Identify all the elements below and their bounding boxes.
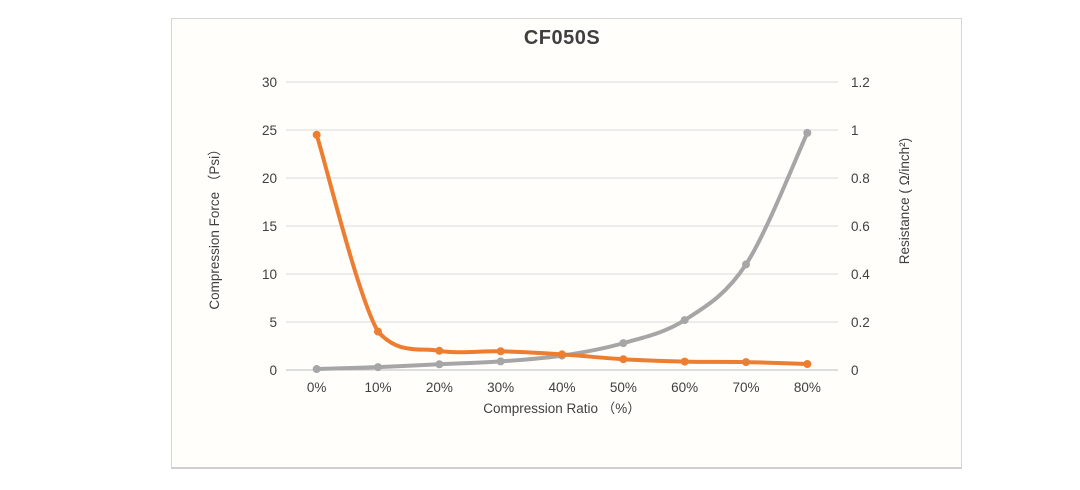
y-tick-label-right: 0.8 <box>851 171 870 186</box>
y-tick-label-right: 0.2 <box>851 315 870 330</box>
data-point-resistance <box>312 130 321 139</box>
y-axis-title-right: Resistance ( Ω/inch²) <box>897 137 912 265</box>
x-tick-label: 0% <box>307 380 327 395</box>
data-point-resistance <box>558 350 566 359</box>
x-tick-label: 40% <box>548 380 575 395</box>
y-tick-label-left: 10 <box>262 267 277 282</box>
x-tick-label: 10% <box>364 380 391 395</box>
y-tick-label-left: 15 <box>262 219 277 234</box>
y-tick-label-right: 1.2 <box>851 75 870 90</box>
data-point-resistance <box>496 347 505 356</box>
data-point-compression-force <box>374 363 382 372</box>
data-point-resistance <box>803 360 812 368</box>
y-tick-label-left: 0 <box>269 363 277 378</box>
y-tick-label-left: 30 <box>262 75 277 90</box>
x-tick-label: 70% <box>732 380 759 395</box>
data-point-resistance <box>435 346 444 355</box>
data-point-resistance <box>742 358 750 367</box>
x-axis-title: Compression Ratio （%） <box>483 401 641 416</box>
chart-canvas: 0 0 5 0.2 10 0.4 15 0.6 20 0.8 25 1 30 1.2 0% 10% 20% 30%… <box>262 75 870 395</box>
series-line-compression-force <box>314 130 810 372</box>
data-point-resistance <box>619 355 628 364</box>
chart-title: CF050S <box>523 27 601 49</box>
data-point-compression-force <box>803 128 812 137</box>
y-axis-title-left: Compression Force （Psi） <box>207 142 222 310</box>
y-tick-label-left: 25 <box>262 123 277 138</box>
y-tick-label-left: 5 <box>269 315 277 330</box>
x-tick-label: 80% <box>794 380 821 395</box>
y-tick-label-right: 0.4 <box>851 267 870 282</box>
y-tick-label-right: 1 <box>851 123 859 138</box>
data-point-compression-force <box>742 260 750 269</box>
y-tick-label-right: 0 <box>851 363 859 378</box>
y-tick-label-left: 20 <box>262 171 277 186</box>
chart-card: CF050S 0 0 5 0.2 10 0.4 15 0.6 20 0.8 25 1 30 1.2 0% 10… <box>171 18 962 469</box>
x-tick-label: 20% <box>426 380 453 395</box>
x-tick-label: 50% <box>610 380 637 395</box>
data-point-resistance <box>680 357 689 366</box>
data-point-resistance <box>374 327 382 336</box>
data-point-compression-force <box>312 365 321 374</box>
data-point-compression-force <box>619 339 628 348</box>
x-tick-label: 30% <box>487 380 514 395</box>
data-point-compression-force <box>680 316 689 325</box>
series-line-resistance <box>314 132 810 366</box>
data-point-compression-force <box>435 360 444 369</box>
y-tick-label-right: 0.6 <box>851 219 870 234</box>
x-tick-label: 60% <box>671 380 698 395</box>
data-point-compression-force <box>496 357 505 366</box>
